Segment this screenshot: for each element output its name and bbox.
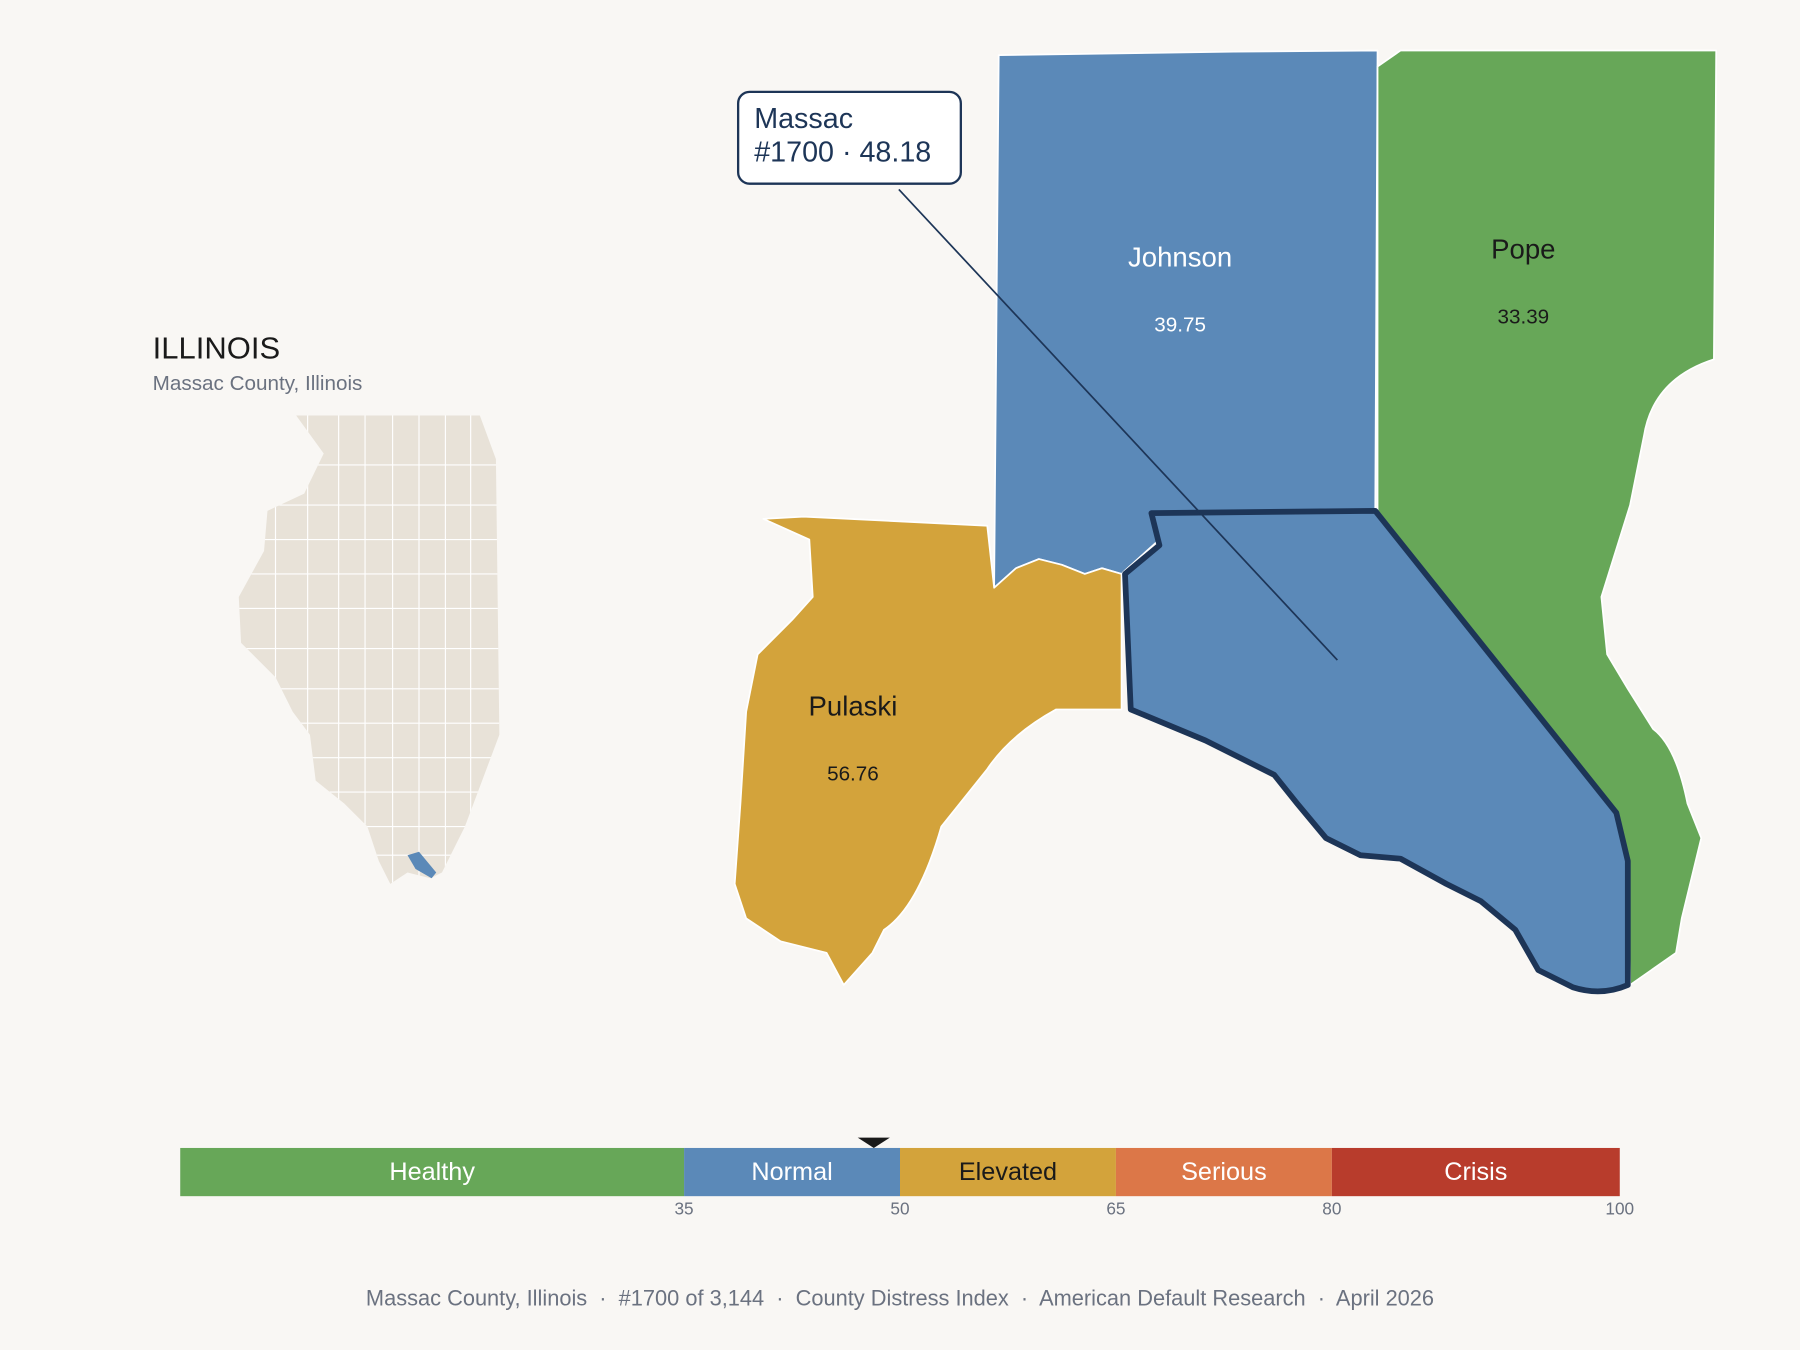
county-shape [733,515,1123,986]
county-name: Johnson [1128,242,1232,273]
legend-band [1115,1147,1332,1197]
state-subtitle: Massac County, Illinois [153,372,363,395]
legend-band-label: Elevated [959,1158,1057,1186]
county-name: Pope [1491,234,1555,265]
legend-band-label: Healthy [389,1158,475,1186]
legend-marker [857,1137,890,1148]
county-shape [1122,507,1631,995]
legend: Healthy Normal Elevated Serious Crisis 35 50 65… [180,1137,1634,1218]
county-value: 56.76 [827,762,879,785]
county-value: 33.39 [1497,305,1549,328]
legend-band [684,1147,900,1197]
tooltip-box [736,90,962,185]
tooltip-detail: #1700 · 48.18 [754,136,931,168]
footer: Massac County, Illinois · #1700 of 3,144… [366,1285,1434,1310]
legend-band-label: Crisis [1444,1158,1507,1186]
legend-tick-label: 50 [890,1198,909,1218]
legend-tick-label: 100 [1605,1198,1634,1218]
leader-line [898,188,1339,661]
county-value: 39.75 [1154,313,1206,336]
state-outline [238,415,500,884]
state-minimap [238,415,500,884]
legend-band [900,1147,1116,1197]
tooltip: Massac #1700 · 48.18 [736,90,962,185]
county-shape [1376,49,1718,986]
legend-band-label: Normal [751,1158,832,1186]
legend-tick-label: 80 [1322,1198,1341,1218]
state-title: ILLINOIS [153,330,280,365]
tooltip-name: Massac [754,103,853,135]
legend-tick-label: 35 [674,1198,693,1218]
highlighted-county [407,851,437,879]
legend-band [1331,1147,1620,1197]
legend-band [180,1147,685,1197]
legend-band-label: Serious [1181,1158,1267,1186]
county-grid [238,415,500,884]
county-name: Pulaski [809,691,898,722]
legend-tick-label: 65 [1106,1198,1125,1218]
county-map: Johnson 39.75 Pope 33.39 Pulaski 56.76 [733,49,1718,995]
